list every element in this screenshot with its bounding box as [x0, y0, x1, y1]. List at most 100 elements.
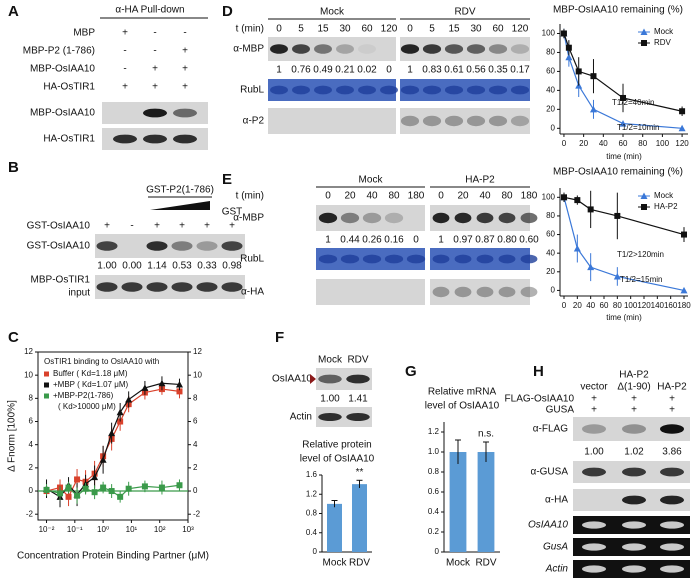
time-label: 15 — [317, 24, 329, 35]
x-tick-label: 140 — [651, 301, 665, 310]
marker — [614, 212, 621, 219]
band — [622, 424, 646, 434]
blot — [268, 79, 396, 101]
label: input — [68, 288, 90, 299]
band — [292, 85, 310, 95]
band — [660, 467, 684, 477]
quantification: 1.02 — [624, 447, 644, 458]
blot — [95, 275, 245, 299]
marker — [91, 489, 98, 496]
blot — [316, 368, 372, 390]
band — [171, 282, 193, 292]
band — [143, 108, 167, 118]
band — [476, 254, 494, 264]
y-tick-label: 0 — [551, 286, 556, 295]
x-tick-label: 180 — [677, 301, 691, 310]
band — [336, 44, 354, 54]
sign: - — [123, 64, 126, 75]
band — [510, 85, 530, 95]
marker — [589, 105, 597, 113]
time-label: 0 — [325, 191, 331, 202]
sign: + — [122, 28, 128, 39]
marker — [590, 73, 597, 80]
x-tick-label: Mock — [446, 558, 471, 569]
time-label: 20 — [344, 191, 356, 202]
bar — [477, 452, 495, 552]
blot — [95, 234, 245, 258]
sign: + — [152, 82, 158, 93]
marker — [57, 490, 64, 497]
sign: - — [123, 46, 126, 57]
y2-tick-label: 10 — [193, 370, 202, 379]
legend-label: ( Kd>10000 μM) — [58, 402, 116, 411]
y-tick-label: 40 — [546, 85, 555, 94]
legend-marker — [44, 382, 49, 388]
x-tick-label: 0 — [562, 301, 567, 310]
y-tick-label: 10 — [24, 370, 33, 379]
y-tick-label: 0 — [29, 486, 34, 495]
sign: + — [182, 64, 188, 75]
marker — [575, 68, 582, 75]
marker — [640, 28, 648, 35]
band — [466, 115, 486, 127]
band — [384, 212, 404, 224]
time-label: 60 — [492, 24, 504, 35]
gradient-wedge — [150, 201, 210, 210]
quantification: 0.44 — [340, 235, 360, 246]
annotation: T1/2>120min — [617, 250, 664, 259]
y2-tick-label: 12 — [193, 347, 202, 356]
y-tick-label: 1.6 — [306, 470, 318, 479]
band — [498, 254, 516, 264]
label: MBP-OsIAA10 — [30, 64, 95, 75]
band — [362, 254, 382, 264]
marker — [43, 486, 50, 493]
quantification: 0.80 — [497, 235, 517, 246]
marker — [641, 40, 647, 46]
marker — [125, 396, 133, 403]
band — [476, 286, 494, 298]
legend-label: +MBP ( Kd=1.07 μM) — [53, 380, 128, 389]
significance: ** — [356, 467, 364, 478]
arrow — [310, 374, 316, 384]
y-tick-label: 0 — [551, 123, 556, 132]
band — [432, 286, 450, 298]
legend-label: Mock — [654, 191, 674, 200]
band — [498, 212, 516, 224]
band — [444, 85, 464, 95]
panel-label: H — [533, 363, 544, 380]
legend-label: RDV — [654, 38, 672, 47]
x-tick-label: 60 — [600, 301, 609, 310]
time-label: 120 — [512, 24, 529, 35]
band — [582, 565, 606, 573]
band — [406, 254, 426, 264]
marker — [678, 124, 686, 132]
blot — [268, 37, 396, 61]
label: GUSA — [546, 405, 575, 416]
y2-tick-label: 2 — [193, 463, 198, 472]
label: GusA — [543, 542, 568, 553]
band — [314, 44, 332, 54]
sign: + — [179, 221, 185, 232]
time-label: 0 — [438, 191, 444, 202]
y-tick-label: 100 — [542, 29, 556, 38]
time-label: 5 — [429, 24, 435, 35]
sign: - — [130, 221, 133, 232]
y-tick-label: 1.2 — [306, 489, 318, 498]
label: HA-P2 — [657, 382, 687, 393]
band — [270, 44, 288, 54]
label: Actin — [545, 564, 569, 575]
band — [422, 115, 442, 127]
sign: + — [154, 221, 160, 232]
quantification: 1.00 — [320, 394, 340, 405]
y-tick-label: 0.2 — [428, 527, 440, 536]
band — [318, 254, 338, 264]
band — [488, 85, 508, 95]
series-line — [563, 33, 683, 129]
sign: + — [669, 405, 675, 416]
time-label: 180 — [521, 191, 538, 202]
band — [432, 212, 450, 224]
time-label: 15 — [448, 24, 460, 35]
x-tick-label: 10⁻¹ — [67, 525, 83, 534]
panel-label: F — [275, 329, 284, 346]
